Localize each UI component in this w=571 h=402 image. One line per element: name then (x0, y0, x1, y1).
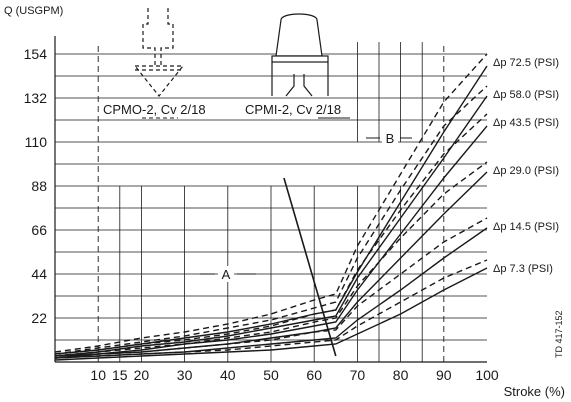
curve-solid (54, 267, 488, 361)
tick-labels: 22 44 66 88 110 132 154 10 15 20 30 40 50 60 70 80 90 100 (24, 46, 499, 383)
curve-dashed (54, 259, 488, 359)
curve-solid (54, 65, 488, 355)
y-tick-label: 66 (31, 222, 47, 238)
x-axis-label: Stroke (%) (504, 384, 565, 399)
curve-label: Δp 72.5 (PSI) (493, 57, 559, 69)
x-tick-label: 15 (112, 367, 128, 383)
axes (54, 36, 487, 363)
y-tick-label: 154 (24, 46, 48, 62)
curve-labels: Δp 72.5 (PSI) Δp 58.0 (PSI) Δp 43.5 (PSI) Δ… (493, 57, 559, 275)
x-tick-label: 30 (177, 367, 193, 383)
cpmi-caption: CPMI-2, Cv 2/18 (245, 102, 341, 117)
zone-b-bg (382, 130, 398, 146)
curve-label: Δp 43.5 (PSI) (493, 117, 559, 129)
x-tick-label: 70 (350, 367, 366, 383)
x-tick-label: 80 (393, 367, 409, 383)
transition-line (283, 177, 337, 357)
curve-label: Δp 29.0 (PSI) (493, 165, 559, 177)
x-tick-label: 20 (134, 367, 150, 383)
figure-code: TD 417-152 (554, 310, 564, 358)
zone-a-label: A (222, 267, 231, 282)
curve-solid (54, 227, 488, 359)
y-tick-label: 110 (25, 134, 48, 150)
curve-dashed (54, 53, 488, 353)
cpmo-caption: CPMO-2, Cv 2/18 (103, 102, 206, 117)
zone-a-bg (218, 266, 234, 282)
curve-label: Δp 58.0 (PSI) (493, 89, 559, 101)
x-tick-label: 10 (90, 367, 106, 383)
flow-curves (54, 53, 488, 361)
cpmi-valve-illustration (271, 13, 329, 97)
grid (55, 42, 487, 362)
curve-solid (54, 171, 488, 359)
x-tick-label: 40 (220, 367, 236, 383)
x-tick-label: 90 (436, 367, 452, 383)
x-tick-label: 60 (306, 367, 322, 383)
curve-label: Δp 14.5 (PSI) (493, 221, 559, 233)
curve-dashed (54, 113, 488, 355)
curve-solid (54, 95, 488, 357)
curve-label: Δp 7.3 (PSI) (493, 263, 553, 275)
y-tick-label: 44 (31, 266, 47, 282)
x-tick-label: 100 (475, 367, 499, 383)
cpmo-valve-illustration (133, 8, 185, 97)
y-tick-label: 22 (31, 310, 47, 326)
zone-b-label: B (386, 131, 395, 146)
y-axis-label: Q (USGPM) (4, 5, 63, 17)
curve-solid (54, 125, 488, 357)
y-tick-label: 88 (31, 178, 47, 194)
x-tick-label: 50 (263, 367, 279, 383)
curve-dashed (54, 85, 488, 355)
y-tick-label: 132 (24, 90, 48, 106)
